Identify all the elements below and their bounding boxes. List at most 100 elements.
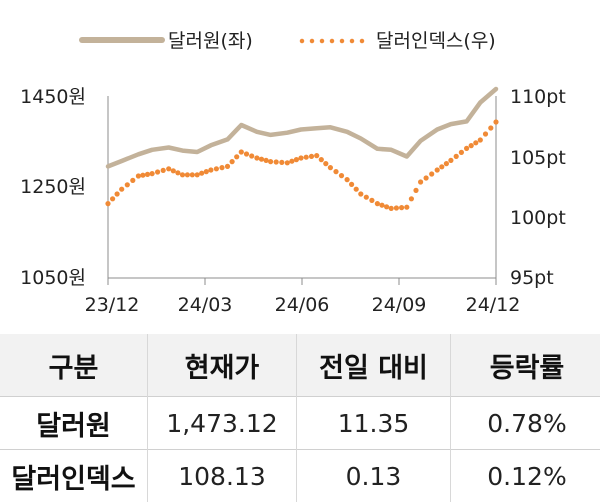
series-dot-dxy	[268, 159, 274, 165]
series-dot-dxy	[353, 186, 359, 192]
table-cell: 108.13	[147, 449, 297, 502]
x-tick-label: 24/03	[178, 294, 233, 316]
series-dot-dxy	[203, 169, 209, 175]
series-dot-dxy	[308, 153, 315, 159]
series-dots-dxy	[105, 119, 499, 211]
series-dot-dxy	[429, 171, 435, 177]
table-row: 달러인덱스 108.13 0.13 0.12%	[0, 449, 600, 502]
series-dot-dxy	[333, 169, 339, 175]
y-right-tick-label: 105pt	[510, 147, 566, 169]
table-header-row: 구분 현재가 전일 대비 등락률	[0, 334, 600, 397]
series-dot-dxy	[384, 204, 390, 210]
table-row: 달러원 1,473.12 11.35 0.78%	[0, 396, 600, 450]
table-cell: 달러원	[0, 396, 148, 450]
series-dot-dxy	[363, 194, 369, 200]
series-dot-dxy	[175, 170, 181, 176]
series-dot-dxy	[448, 157, 454, 163]
table-header-cell: 현재가	[147, 334, 297, 397]
y-left-tick-label: 1250원	[20, 176, 86, 198]
legend-label-usdkrw: 달러원(좌)	[168, 30, 253, 52]
series-dot-dxy	[144, 171, 151, 177]
series-dot-dxy	[327, 165, 333, 171]
series-dot-dxy	[318, 157, 324, 163]
series-dot-dxy	[413, 187, 419, 193]
series-dot-dxy	[418, 179, 424, 185]
series-dot-dxy	[140, 172, 146, 178]
series-dot-dxy	[114, 191, 120, 197]
exchange-rate-chart: 달러원(좌) 달러인덱스(우) 1450원 1250원 1050원 110pt …	[20, 30, 566, 316]
series-dot-dxy	[374, 201, 380, 207]
series-dot-dxy	[124, 182, 130, 188]
series-dot-dxy	[155, 169, 161, 175]
x-tick-marks	[107, 278, 497, 285]
series-dot-dxy	[249, 153, 255, 159]
series-dot-dxy	[219, 165, 225, 171]
series-dot-dxy	[170, 168, 176, 174]
series-dot-dxy	[119, 186, 125, 192]
series-dot-dxy	[135, 173, 141, 179]
series-dot-dxy	[493, 119, 499, 125]
series-line-usdkrw	[105, 86, 499, 169]
series-dot-dxy	[284, 160, 290, 166]
series-dot-dxy	[243, 151, 250, 157]
chart-legend: 달러원(좌) 달러인덱스(우)	[79, 30, 496, 52]
table-header-cell: 전일 대비	[296, 334, 451, 397]
series-dot-dxy	[344, 177, 350, 183]
series-dot-dxy	[379, 202, 385, 208]
series-dot-dxy	[393, 205, 399, 211]
series-dot-dxy	[279, 159, 285, 165]
table-cell: 0.12%	[450, 449, 600, 502]
series-dot-dxy	[323, 161, 329, 167]
series-dot-dxy	[423, 175, 429, 181]
series-dot-dxy	[458, 149, 464, 155]
series-dot-dxy	[434, 167, 440, 173]
x-tick-label: 24/06	[275, 294, 330, 316]
series-dot-dxy	[388, 205, 394, 211]
series-dot-dxy	[349, 181, 355, 187]
x-tick-label: 23/12	[85, 294, 140, 316]
series-dot-dxy	[293, 157, 299, 163]
series-dot-dxy	[289, 158, 295, 164]
series-dot-dxy	[482, 131, 489, 137]
y-left-tick-label: 1450원	[20, 86, 86, 108]
series-dot-dxy	[273, 159, 279, 165]
series-dot-dxy	[166, 166, 172, 172]
series-dot-dxy	[488, 125, 494, 131]
series-dot-dxy	[105, 201, 111, 207]
summary-table: 구분 현재가 전일 대비 등락률 달러원 1,473.12 11.35 0.78…	[0, 334, 600, 502]
legend-label-dxy: 달러인덱스(우)	[376, 30, 496, 52]
series-dot-dxy	[314, 153, 320, 159]
series-dot-dxy	[358, 191, 364, 197]
y-right-tick-label: 100pt	[510, 207, 566, 229]
x-tick-label: 24/12	[466, 294, 521, 316]
series-dot-dxy	[224, 163, 231, 169]
table-header-cell: 구분	[0, 334, 148, 397]
series-dot-dxy	[110, 196, 116, 202]
series-dot-dxy	[473, 140, 479, 146]
y-left-tick-label: 1050원	[20, 267, 86, 289]
series-dot-dxy	[443, 161, 449, 167]
series-dot-dxy	[149, 171, 155, 177]
series-dot-dxy	[160, 167, 166, 173]
series-dot-dxy	[303, 154, 309, 160]
series-dot-dxy	[477, 137, 483, 143]
table-cell: 1,473.12	[147, 396, 297, 450]
table-cell: 11.35	[296, 396, 451, 450]
series-dot-dxy	[208, 167, 214, 173]
table-cell: 0.78%	[450, 396, 600, 450]
series-dot-dxy	[254, 155, 260, 161]
series-dot-dxy	[453, 153, 459, 159]
series-dot-dxy	[130, 177, 136, 183]
series-dot-dxy	[338, 173, 345, 179]
series-dot-dxy	[263, 157, 269, 163]
series-dot-dxy	[199, 170, 205, 176]
series-dot-dxy	[369, 197, 375, 203]
series-dot-dxy	[179, 172, 186, 178]
series-dot-dxy	[298, 155, 304, 161]
series-dot-dxy	[399, 205, 405, 211]
series-dot-dxy	[404, 204, 410, 210]
series-dot-dxy	[213, 166, 219, 172]
series-dot-dxy	[408, 196, 414, 202]
table-cell: 0.13	[296, 449, 451, 502]
series-dot-dxy	[464, 145, 470, 151]
